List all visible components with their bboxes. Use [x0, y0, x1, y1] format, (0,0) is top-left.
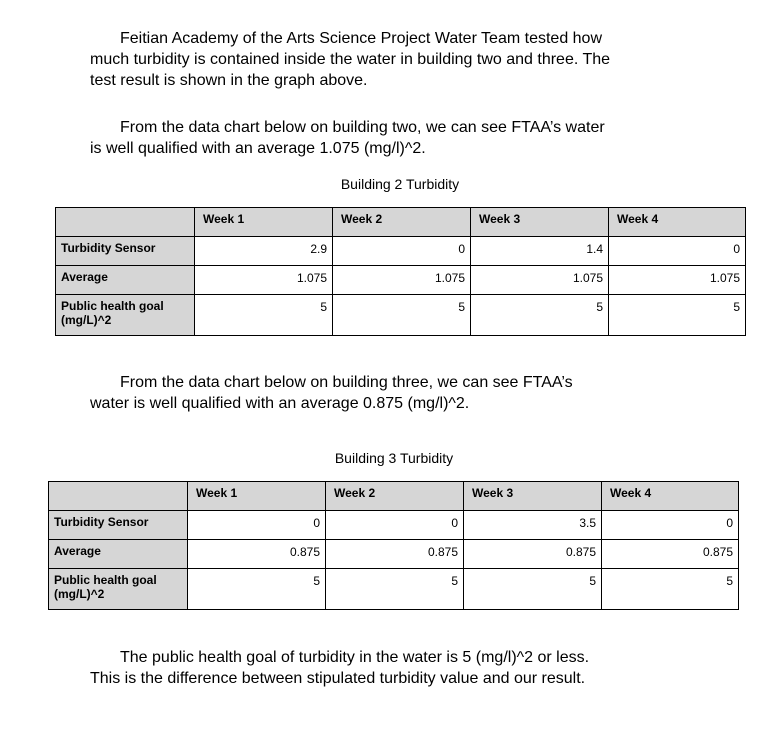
- intro-line-1: Feitian Academy of the Arts Science Proj…: [120, 30, 603, 47]
- building2-line-1: From the data chart below on building tw…: [120, 119, 605, 136]
- column-header: Week 4: [608, 207, 746, 237]
- table-cell: 5: [325, 568, 464, 610]
- column-header: Week 4: [601, 481, 739, 511]
- table-row: Public health goal (mg/L)^2 5 5 5 5: [55, 294, 746, 336]
- table-cell: 2.9: [194, 236, 333, 266]
- table-cell: 0.875: [325, 539, 464, 569]
- table-cell: 0: [608, 236, 746, 266]
- table-cell: 5: [608, 294, 746, 336]
- building3-line-1: From the data chart below on building th…: [120, 374, 573, 391]
- table-cell: 1.075: [194, 265, 333, 295]
- column-header: Week 3: [470, 207, 609, 237]
- table-cell: 5: [601, 568, 739, 610]
- row-header: Public health goal (mg/L)^2: [48, 568, 188, 610]
- table-row: Average 0.875 0.875 0.875 0.875: [48, 539, 739, 569]
- conclusion-line-1: The public health goal of turbidity in t…: [120, 649, 590, 666]
- row-header: Public health goal (mg/L)^2: [55, 294, 195, 336]
- table-row: Turbidity Sensor 0 0 3.5 0: [48, 510, 739, 540]
- column-header: Week 1: [194, 207, 333, 237]
- column-header: Week 2: [325, 481, 464, 511]
- intro-line-3: test result is shown in the graph above.: [90, 72, 368, 89]
- table-cell: 3.5: [463, 510, 602, 540]
- table-cell: 0.875: [601, 539, 739, 569]
- table-cell: 5: [187, 568, 326, 610]
- table-cell: 0.875: [463, 539, 602, 569]
- row-header: Turbidity Sensor: [48, 510, 188, 540]
- table-cell: 1.075: [470, 265, 609, 295]
- column-header: Week 1: [187, 481, 326, 511]
- table-cell: 0: [332, 236, 471, 266]
- table-cell: 0: [187, 510, 326, 540]
- table-row: Turbidity Sensor 2.9 0 1.4 0: [55, 236, 746, 266]
- row-header: Average: [48, 539, 188, 569]
- building3-paragraph: From the data chart below on building th…: [90, 372, 750, 414]
- table-cell: 5: [194, 294, 333, 336]
- building3-table: Week 1 Week 2 Week 3 Week 4 Turbidity Se…: [48, 481, 739, 610]
- building2-line-2: is well qualified with an average 1.075 …: [90, 140, 426, 157]
- table-row: Public health goal (mg/L)^2 5 5 5 5: [48, 568, 739, 610]
- building2-table: Week 1 Week 2 Week 3 Week 4 Turbidity Se…: [55, 207, 746, 336]
- row-header: Average: [55, 265, 195, 295]
- table-cell: 0.875: [187, 539, 326, 569]
- table-cell: 1.075: [608, 265, 746, 295]
- table-cell: 5: [332, 294, 471, 336]
- table-row: Average 1.075 1.075 1.075 1.075: [55, 265, 746, 295]
- table-cell: 1.075: [332, 265, 471, 295]
- building3-table-title: Building 3 Turbidity: [334, 450, 454, 466]
- column-header: Week 2: [332, 207, 471, 237]
- column-header: Week 3: [463, 481, 602, 511]
- intro-line-2: much turbidity is contained inside the w…: [90, 51, 611, 68]
- building2-table-title: Building 2 Turbidity: [340, 176, 460, 192]
- building3-line-2: water is well qualified with an average …: [90, 395, 470, 412]
- conclusion-line-2: This is the difference between stipulate…: [90, 670, 586, 687]
- table-cell: 5: [463, 568, 602, 610]
- table-cell: 1.4: [470, 236, 609, 266]
- table-cell: 0: [325, 510, 464, 540]
- table-cell: 0: [601, 510, 739, 540]
- intro-paragraph: Feitian Academy of the Arts Science Proj…: [90, 28, 750, 91]
- table-corner-cell: [55, 207, 195, 237]
- conclusion-paragraph: The public health goal of turbidity in t…: [90, 647, 760, 689]
- building2-paragraph: From the data chart below on building tw…: [90, 117, 750, 159]
- table-corner-cell: [48, 481, 188, 511]
- table-cell: 5: [470, 294, 609, 336]
- row-header: Turbidity Sensor: [55, 236, 195, 266]
